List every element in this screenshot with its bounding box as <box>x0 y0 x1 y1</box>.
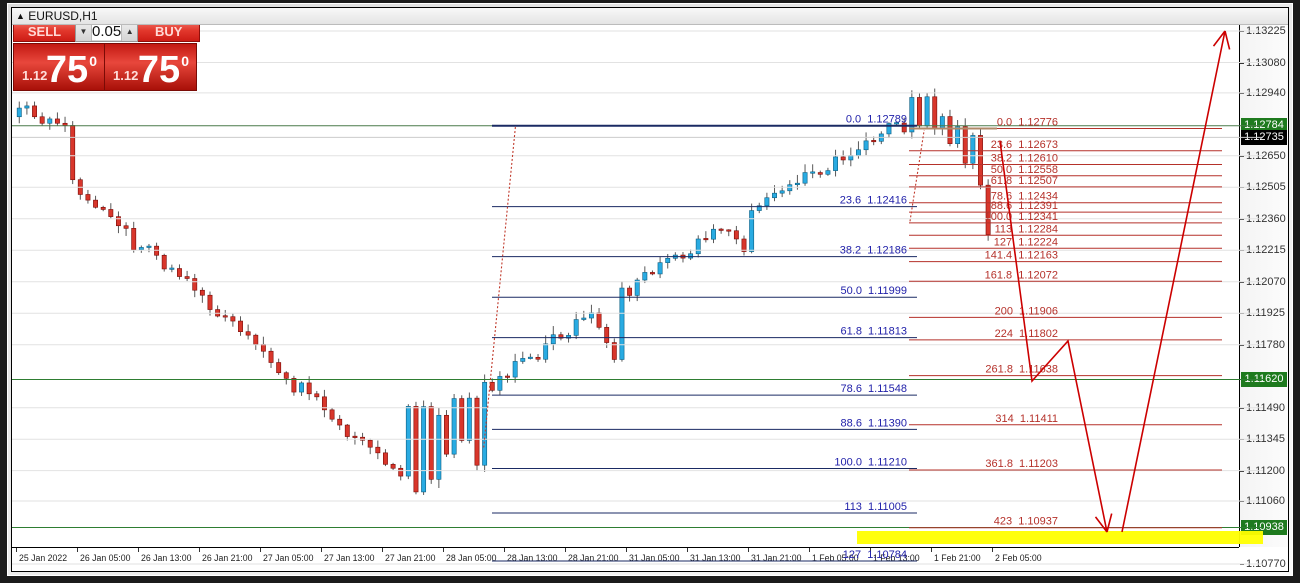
svg-text:127 1.10784: 127 1.10784 <box>843 549 907 561</box>
svg-text:100.0 1.11210: 100.0 1.11210 <box>834 457 907 469</box>
svg-text:0.0 1.12789: 0.0 1.12789 <box>846 114 907 126</box>
svg-text:161.8 1.12072: 161.8 1.12072 <box>985 269 1058 281</box>
svg-text:78.6 1.11548: 78.6 1.11548 <box>841 383 907 395</box>
svg-text:38.2 1.12610: 38.2 1.12610 <box>991 153 1058 165</box>
svg-text:141.4 1.12163: 141.4 1.12163 <box>985 250 1058 262</box>
svg-text:61.8 1.12507: 61.8 1.12507 <box>991 175 1058 187</box>
svg-text:0.0 1.12776: 0.0 1.12776 <box>997 117 1058 129</box>
svg-text:127 1.12224: 127 1.12224 <box>994 236 1058 248</box>
svg-text:314 1.11411: 314 1.11411 <box>995 413 1058 425</box>
svg-text:61.8 1.11813: 61.8 1.11813 <box>841 326 907 338</box>
svg-text:38.2 1.12186: 38.2 1.12186 <box>840 245 907 257</box>
svg-text:23.6 1.12416: 23.6 1.12416 <box>840 195 907 207</box>
svg-text:361.8 1.11203: 361.8 1.11203 <box>985 458 1058 470</box>
svg-text:113 1.12284: 113 1.12284 <box>995 223 1058 235</box>
svg-text:113 1.11005: 113 1.11005 <box>844 501 907 513</box>
svg-text:423 1.10937: 423 1.10937 <box>994 516 1058 528</box>
svg-text:200 1.11906: 200 1.11906 <box>995 305 1058 317</box>
svg-text:100.0 1.12341: 100.0 1.12341 <box>985 211 1058 223</box>
svg-text:88.6 1.11390: 88.6 1.11390 <box>841 417 907 429</box>
svg-text:50.0 1.11999: 50.0 1.11999 <box>841 285 907 297</box>
